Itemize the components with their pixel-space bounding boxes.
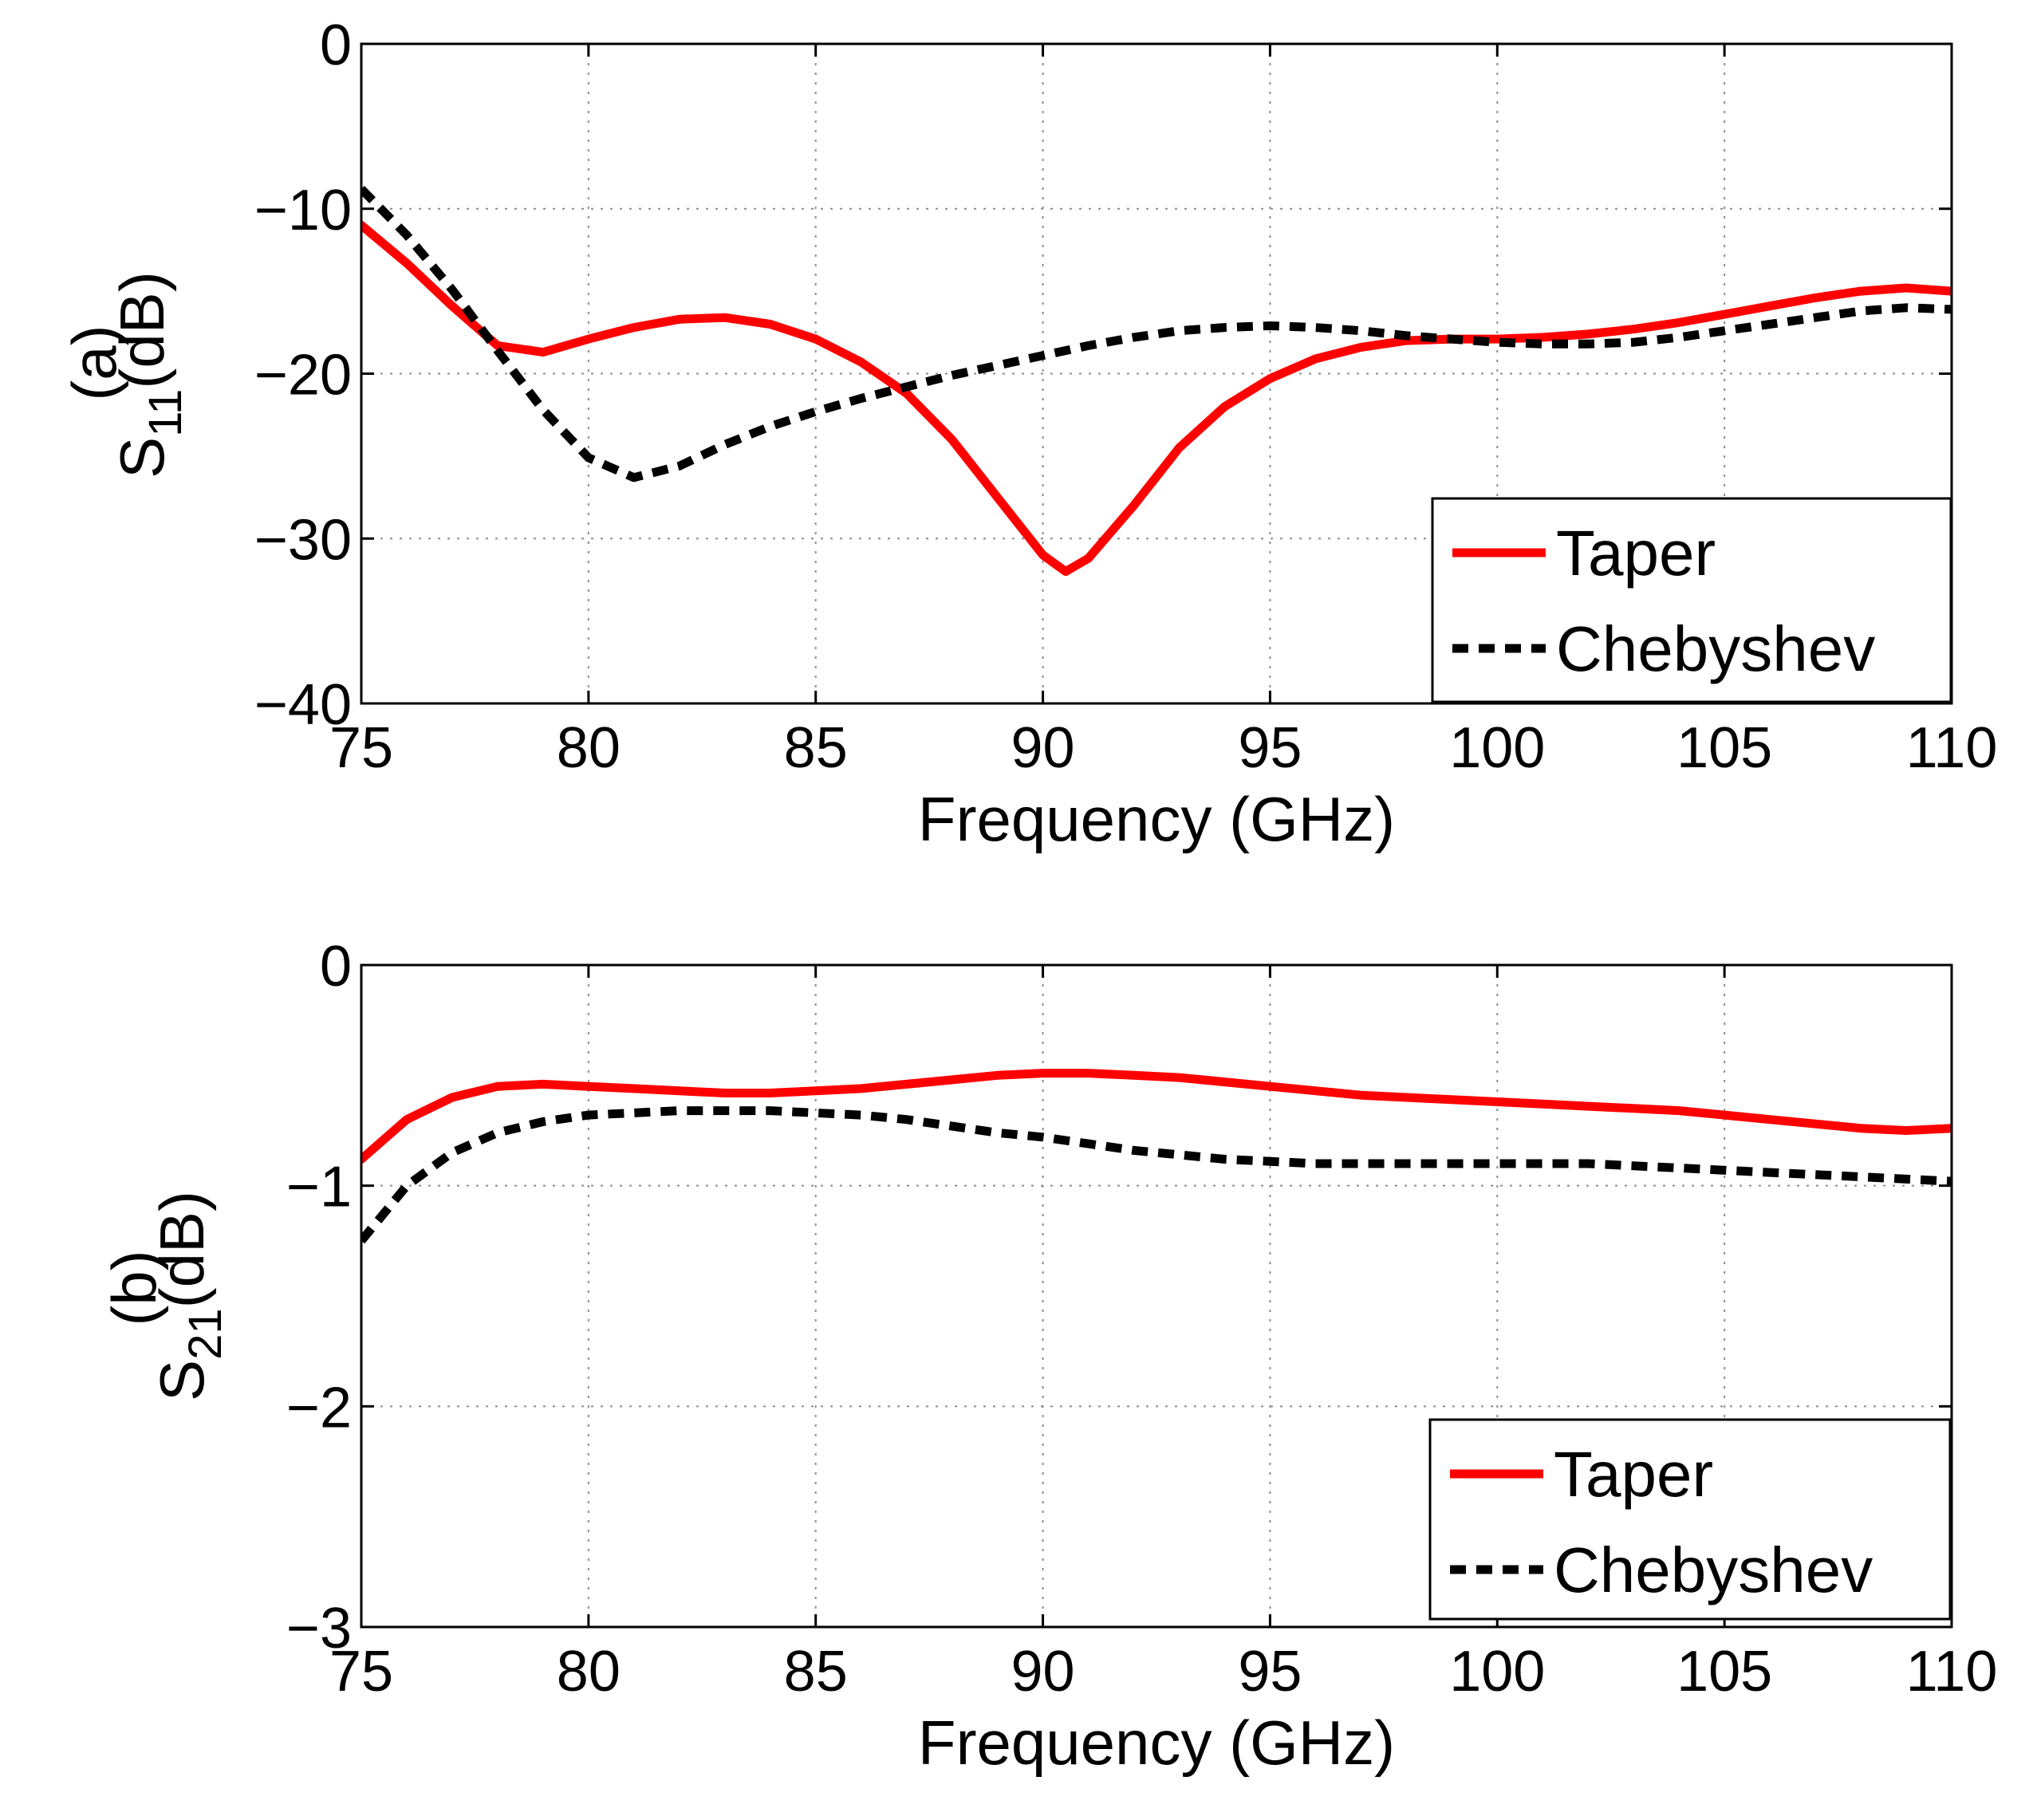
x-tick-label: 80 <box>557 1640 621 1704</box>
legend-label-taper: Taper <box>1554 1439 1713 1510</box>
y-axis-label: S21(dB) <box>147 1191 231 1401</box>
x-tick-label: 85 <box>784 1640 848 1704</box>
x-tick-label: 110 <box>1906 716 1998 780</box>
series-group <box>361 186 1952 577</box>
y-tick-label: 0 <box>320 935 352 999</box>
panel-a-s11: 75 80 85 90 95 100 105 110 0 −10 −20 −30 −40 Frequenc… <box>59 14 1997 854</box>
y-tick-label: −20 <box>254 344 352 408</box>
panel-label: (b) <box>99 1250 169 1326</box>
x-tick-label: 80 <box>557 716 621 780</box>
y-axis-label-subscript: 21 <box>179 1308 231 1360</box>
y-tick-label: −30 <box>254 508 352 572</box>
legend-label-chebyshev: Chebyshev <box>1554 1534 1873 1605</box>
legend-box <box>1428 1418 1952 1621</box>
legend-label-chebyshev: Chebyshev <box>1556 613 1875 684</box>
series-line-taper <box>361 220 1952 577</box>
x-tick-label: 105 <box>1676 716 1772 780</box>
legend-label-taper: Taper <box>1556 518 1716 589</box>
legend: Taper Chebyshev <box>1428 1418 1952 1621</box>
y-tick-label: −1 <box>286 1156 352 1219</box>
y-axis-label: S11(dB) <box>107 271 191 479</box>
axes-frame <box>360 963 1953 1629</box>
y-axis-label-subscript: 11 <box>140 389 191 437</box>
y-tick-label: −3 <box>286 1597 352 1660</box>
x-tick-label: 110 <box>1906 1640 1998 1704</box>
x-tick-label: 100 <box>1449 716 1545 780</box>
y-tick-label: 0 <box>320 14 352 77</box>
x-tick-label: 100 <box>1449 1640 1545 1704</box>
y-tick-label: −40 <box>254 673 352 737</box>
series-line-chebyshev <box>361 1106 1952 1244</box>
x-tick-label: 90 <box>1011 716 1075 780</box>
x-tick-label: 90 <box>1011 1640 1075 1704</box>
y-axis-label-unit: (dB) <box>107 271 177 388</box>
y-axis-label-unit: (dB) <box>147 1191 217 1308</box>
series-line-taper <box>361 1069 1952 1164</box>
panel-b-s21: 75 80 85 90 95 100 105 110 0 −1 −2 −3 Frequency (GHz… <box>99 935 1997 1778</box>
x-tick-label: 75 <box>329 1640 393 1704</box>
series-line-chebyshev <box>361 186 1952 483</box>
y-axis-label-main: S <box>147 1360 217 1401</box>
legend: Taper Chebyshev <box>1431 497 1952 703</box>
x-axis-label: Frequency (GHz) <box>918 1708 1395 1778</box>
x-tick-label: 95 <box>1238 716 1302 780</box>
series-group <box>361 1069 1952 1244</box>
legend-box <box>1431 497 1952 703</box>
x-tick-label: 95 <box>1238 1640 1302 1704</box>
y-tick-label: −2 <box>286 1376 352 1440</box>
y-tick-label: −10 <box>254 179 352 242</box>
y-axis-label-main: S <box>107 437 177 479</box>
x-tick-label: 105 <box>1676 1640 1772 1704</box>
x-tick-label: 75 <box>329 716 393 780</box>
x-tick-label: 85 <box>784 716 848 780</box>
x-axis-label: Frequency (GHz) <box>918 784 1395 854</box>
panel-label: (a) <box>59 325 129 400</box>
